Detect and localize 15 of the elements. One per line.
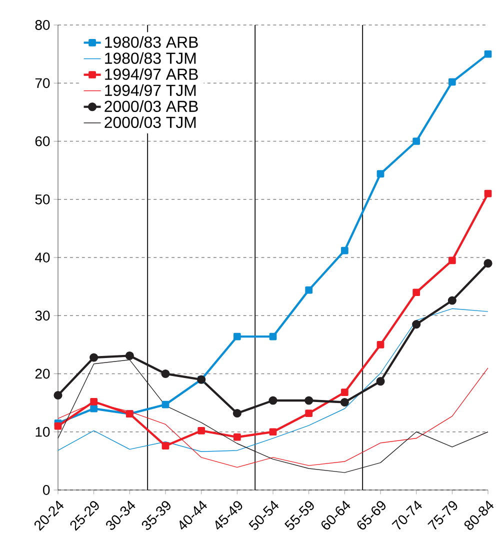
y-tick-label: 70 (35, 78, 50, 88)
y-tick-label: 80 (35, 20, 50, 30)
y-tick-label: 60 (35, 136, 50, 146)
legend-label: 1994/97 TJM (105, 84, 196, 96)
y-tick-label: 20 (35, 368, 50, 379)
legend-label: 2000/03 TJM (104, 116, 196, 128)
y-tick-label: 30 (35, 310, 50, 321)
y-tick-label: 10 (36, 426, 50, 437)
legend-label: 1994/97 ARB (105, 68, 198, 80)
legend-label: 2000/03 ARB (104, 100, 198, 112)
y-tick-label: 40 (35, 252, 50, 262)
legend-label: 1980/83 ARB (105, 36, 198, 48)
y-tick-label: 50 (35, 194, 50, 204)
legend-label: 1980/83 TJM (105, 52, 196, 64)
y-tick-label: 0 (43, 485, 50, 495)
